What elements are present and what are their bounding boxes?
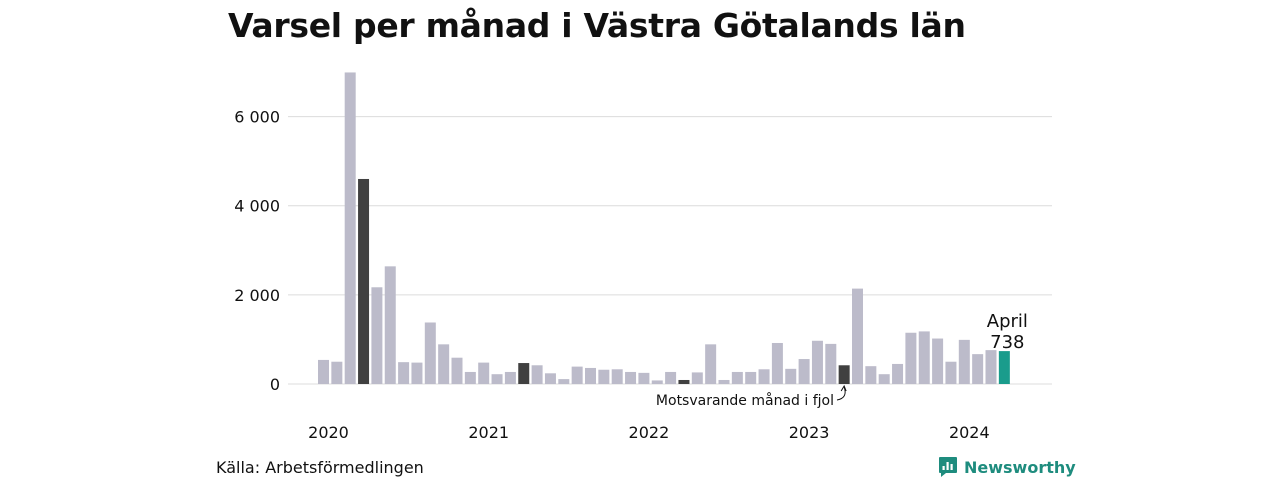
- bar-2022-11: [771, 342, 783, 384]
- bar-2023-12: [945, 361, 957, 384]
- bar-2021-06: [544, 373, 556, 384]
- bar-2021-02: [491, 374, 503, 384]
- bar-2020-11: [451, 357, 463, 384]
- x-tick-label: 2024: [949, 423, 990, 442]
- bar-2021-05: [531, 365, 543, 384]
- bar-2023-04: [838, 365, 850, 384]
- annotation-arrowhead: [840, 384, 847, 392]
- bar-2020-07: [398, 362, 410, 384]
- bar-2020-03: [344, 72, 356, 385]
- bar-2024-04: [998, 351, 1010, 384]
- chart-title: Varsel per månad i Västra Götalands län: [228, 6, 966, 45]
- bar-2022-07: [718, 379, 730, 384]
- newsworthy-logo-icon: [939, 457, 957, 477]
- bar-2020-02: [331, 361, 343, 384]
- bar-2023-11: [932, 338, 944, 384]
- bar-2023-09: [905, 332, 917, 384]
- bar-2024-01: [958, 339, 970, 384]
- bar-2023-10: [918, 331, 930, 384]
- current-value-label: 738: [990, 332, 1024, 353]
- bars: [318, 72, 1010, 385]
- y-tick-label: 2 000: [234, 286, 280, 305]
- bar-2021-08: [571, 366, 583, 384]
- bar-2023-03: [825, 343, 837, 384]
- bar-2023-08: [892, 363, 904, 384]
- bar-2020-04: [358, 178, 370, 384]
- bar-2024-02: [972, 354, 984, 384]
- bar-2024-03: [985, 350, 997, 384]
- bar-2021-04: [518, 363, 530, 384]
- bar-2023-02: [811, 340, 823, 384]
- source-label: Källa: Arbetsförmedlingen: [216, 458, 424, 477]
- bar-2021-09: [585, 367, 596, 384]
- bar-2022-10: [758, 369, 770, 384]
- brand-name: Newsworthy: [964, 457, 1076, 477]
- y-tick-label: 0: [270, 375, 280, 394]
- bar-2023-05: [852, 288, 863, 384]
- bar-2021-01: [478, 362, 490, 384]
- bar-2022-06: [705, 344, 717, 384]
- x-tick-label: 2023: [789, 423, 830, 442]
- bar-2023-07: [878, 374, 890, 384]
- bar-2021-07: [558, 379, 570, 384]
- y-tick-label: 6 000: [234, 108, 280, 127]
- bar-2020-09: [424, 322, 436, 384]
- bar-2022-02: [651, 380, 663, 384]
- bar-2022-03: [665, 371, 677, 384]
- bar-2021-03: [504, 371, 516, 384]
- bar-2020-10: [438, 344, 450, 384]
- bar-2020-06: [384, 266, 396, 384]
- bar-2023-01: [798, 359, 810, 384]
- bar-2022-08: [731, 371, 743, 384]
- x-tick-label: 2022: [629, 423, 670, 442]
- x-axis-tick-labels: 2020 2021 2022 2023 2024: [308, 423, 990, 442]
- bar-2020-12: [464, 371, 476, 384]
- x-tick-label: 2020: [308, 423, 349, 442]
- annotation-arrow: [836, 386, 846, 401]
- same-month-annotation: Motsvarande månad i fjol: [656, 392, 834, 409]
- bar-2022-09: [745, 371, 757, 384]
- current-month-label: April: [987, 311, 1028, 332]
- bar-2020-05: [371, 287, 383, 384]
- bar-2021-12: [625, 371, 637, 384]
- bar-2022-04: [678, 379, 690, 384]
- bar-2023-06: [865, 366, 877, 384]
- bar-2021-10: [598, 369, 610, 384]
- bar-2022-05: [691, 372, 703, 384]
- bar-2020-08: [411, 362, 423, 384]
- bar-2021-11: [611, 369, 623, 384]
- bar-2020-01: [318, 359, 329, 384]
- brand[interactable]: Newsworthy: [938, 456, 1076, 478]
- x-tick-label: 2021: [468, 423, 509, 442]
- bar-2022-01: [638, 372, 650, 384]
- y-axis-tick-labels: 0 2 000 4 000 6 000: [234, 108, 280, 394]
- y-tick-label: 4 000: [234, 197, 280, 216]
- bar-2022-12: [785, 368, 797, 384]
